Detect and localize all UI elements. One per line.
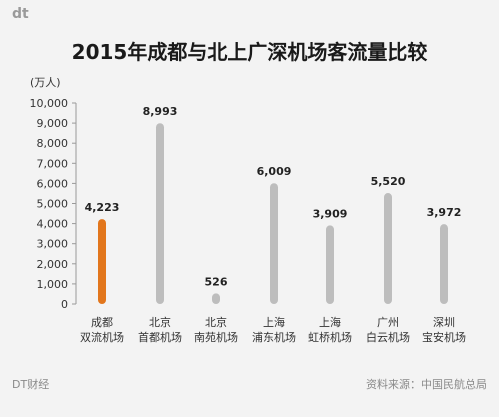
x-tick-label-airport: 首都机场 xyxy=(138,330,182,344)
y-tick-label: 3,000 xyxy=(37,238,69,251)
x-tick-label-city: 上海 xyxy=(263,315,285,329)
bar xyxy=(212,293,220,304)
bar xyxy=(156,123,164,305)
y-tick-label: 1,000 xyxy=(37,278,69,291)
chart-title: 2015年成都与北上广深机场客流量比较 xyxy=(71,40,428,64)
y-axis-unit-label: (万人) xyxy=(30,76,61,89)
bar-value-label: 3,972 xyxy=(427,206,462,219)
x-tick-label-airport: 浦东机场 xyxy=(252,330,296,344)
x-tick-label-city: 北京 xyxy=(205,315,227,329)
bar xyxy=(440,224,448,304)
y-tick-label: 9,000 xyxy=(37,117,69,130)
y-tick-label: 6,000 xyxy=(37,177,69,190)
y-tick-label: 2,000 xyxy=(37,258,69,271)
x-tick-label-city: 北京 xyxy=(149,315,171,329)
bar xyxy=(98,219,106,304)
bar-value-label: 5,520 xyxy=(371,175,406,188)
bar xyxy=(270,183,278,304)
x-tick-label-airport: 南苑机场 xyxy=(194,330,238,344)
footer-source: 资料来源：中国民航总局 xyxy=(366,378,487,391)
y-tick-label: 4,000 xyxy=(37,218,69,231)
bar-value-label: 3,909 xyxy=(313,207,348,220)
y-tick-label: 8,000 xyxy=(37,137,69,150)
y-tick-label: 10,000 xyxy=(30,97,69,110)
x-tick-label-airport: 双流机场 xyxy=(80,330,124,344)
bar-value-label: 8,993 xyxy=(143,105,178,118)
bar xyxy=(384,193,392,304)
x-tick-label-airport: 虹桥机场 xyxy=(308,330,352,344)
x-tick-label-city: 成都 xyxy=(91,316,113,329)
bar-value-label: 4,223 xyxy=(85,201,120,214)
bar-value-label: 6,009 xyxy=(257,165,292,178)
y-tick-label: 5,000 xyxy=(37,198,69,211)
y-tick-label: 7,000 xyxy=(37,157,69,170)
bar-value-label: 526 xyxy=(205,275,228,288)
footer-brand: DT财经 xyxy=(12,378,50,391)
x-tick-label-airport: 宝安机场 xyxy=(422,330,466,344)
bar xyxy=(326,225,334,304)
x-tick-label-city: 深圳 xyxy=(433,316,455,329)
x-tick-label-city: 上海 xyxy=(319,315,341,329)
dt-logo: dt xyxy=(12,6,29,22)
x-tick-label-airport: 白云机场 xyxy=(366,330,410,344)
y-tick-label: 0 xyxy=(61,298,68,311)
x-tick-label-city: 广州 xyxy=(377,316,399,329)
